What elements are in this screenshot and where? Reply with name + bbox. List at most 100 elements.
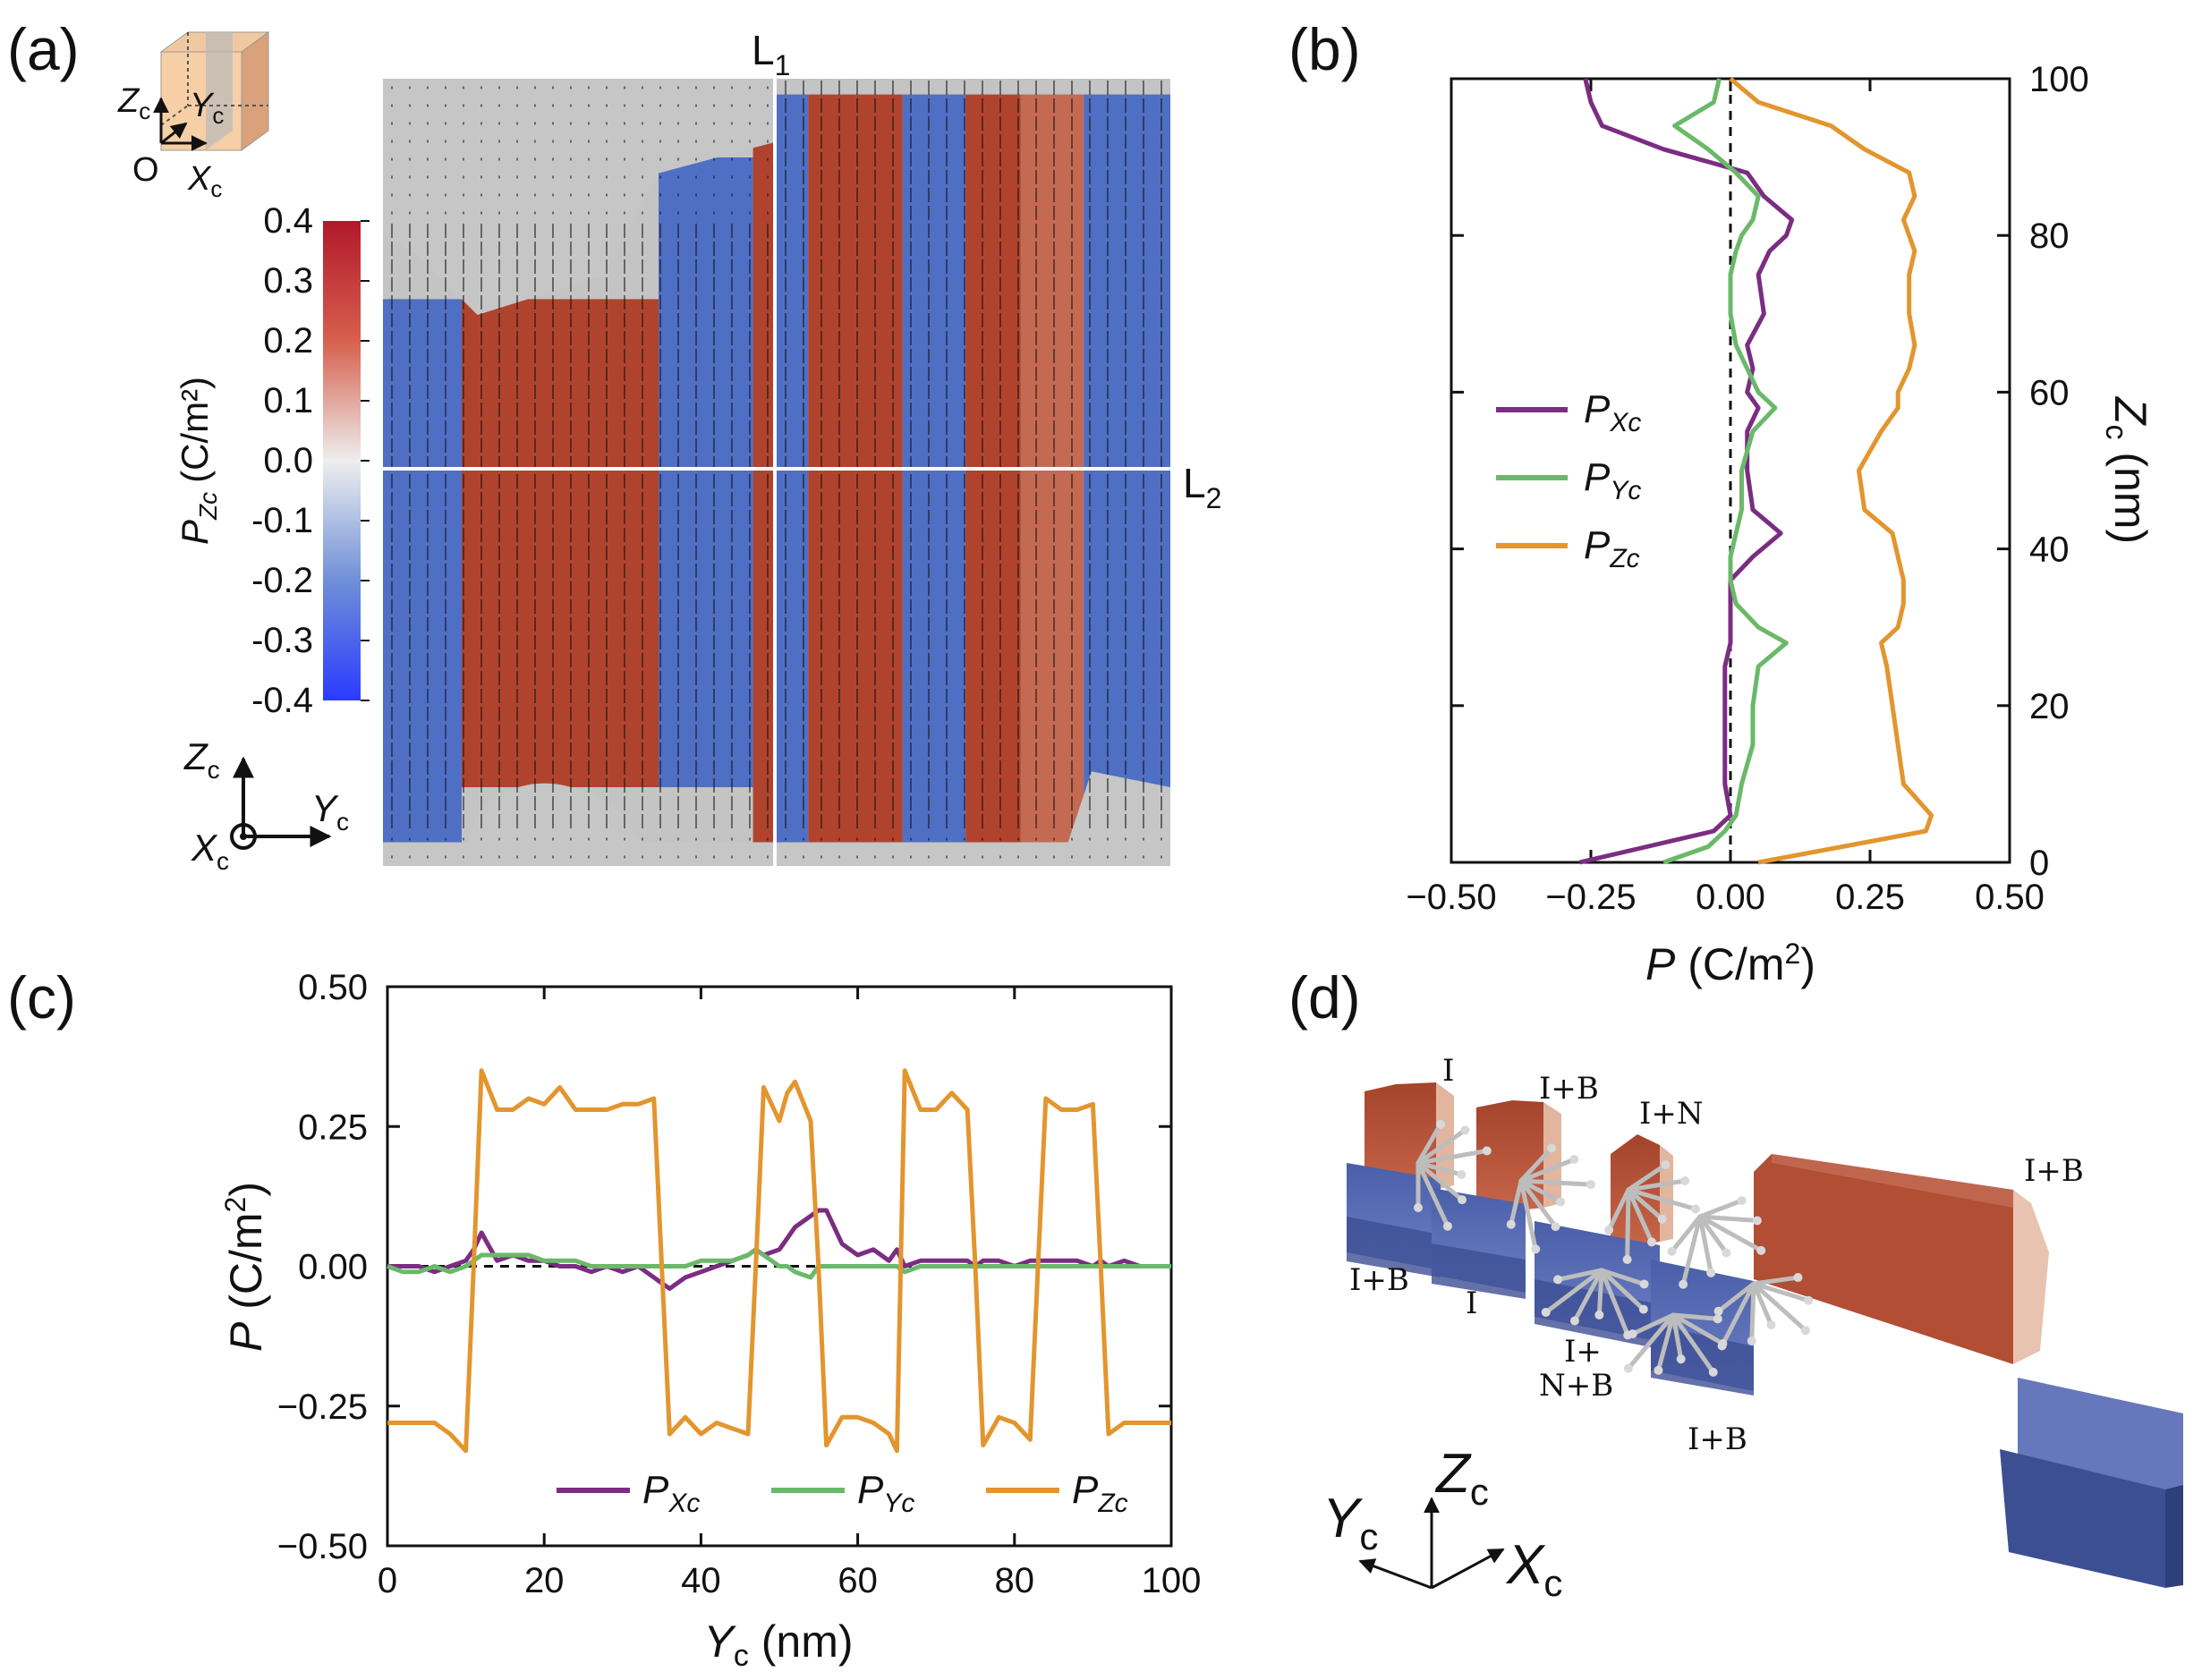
legend-label-PXc: PXc <box>1584 387 1641 437</box>
arrow-3d <box>1518 1178 1538 1252</box>
arrow-3d-head <box>1676 1354 1686 1364</box>
colorbar <box>323 221 361 700</box>
arrow-3d-head <box>1506 1219 1516 1229</box>
arrow-3d <box>1716 1281 1756 1314</box>
arrow-3d <box>1655 1312 1676 1373</box>
arrow-3d-head <box>1460 1125 1470 1135</box>
heatmap-domain <box>659 157 753 787</box>
legend-b: PXc PYc PZc <box>1496 387 1641 573</box>
x-tick-label: 80 <box>995 1561 1035 1600</box>
axes-triad-d: Zc Yc Xc <box>1322 1443 1562 1604</box>
x-axis-title-b: P (C/m2) <box>1645 938 1815 989</box>
label-L2: L2 <box>1183 460 1221 514</box>
arrow-3d-head <box>1604 1225 1614 1235</box>
x-tick-label: 0.00 <box>1696 878 1765 917</box>
arrow-3d <box>1749 1281 1756 1344</box>
series-line-PYc <box>1662 78 1789 865</box>
arrow-3d <box>1599 1268 1646 1312</box>
arrow-3d <box>1671 1312 1716 1375</box>
arrow-3d-head <box>1551 1222 1560 1232</box>
heatmap-neutral-region <box>1059 771 1170 866</box>
arrow-3d <box>1671 1312 1684 1362</box>
colorbar-label: PZc(C/m²) <box>174 377 222 545</box>
arrow-3d <box>1599 1268 1647 1286</box>
arrow-3d-head <box>1661 1160 1671 1170</box>
triad-z-label: Zc <box>183 735 220 784</box>
blue-block-2 <box>1432 1188 1526 1299</box>
red-block-large <box>1754 1154 2049 1364</box>
y-axis-title-c: P (C/m2) <box>219 1182 271 1352</box>
y-tick-label: 0.25 <box>298 1107 368 1147</box>
arrow-3d <box>1697 1214 1729 1255</box>
arrow-3d-head <box>1547 1143 1557 1153</box>
arrow-3d <box>1416 1122 1443 1166</box>
y-tick-label: 0 <box>2029 844 2049 883</box>
arrow-3d-head <box>1457 1169 1467 1179</box>
arrow-3d-head <box>1680 1175 1690 1185</box>
arrow-3d-head <box>1793 1273 1803 1283</box>
arrow-3d <box>1518 1178 1594 1187</box>
arrow-3d <box>1697 1214 1760 1223</box>
inset-x-label: Xc <box>187 160 222 202</box>
arrow-3d <box>1680 1214 1703 1287</box>
annotation-label: I+B <box>1688 1421 1747 1457</box>
arrow-3d-head <box>1442 1221 1452 1231</box>
y-axis-title-b: Zc (nm) <box>2099 396 2155 544</box>
arrow-3d <box>1626 1187 1654 1244</box>
series-line-PZc <box>387 1068 1171 1454</box>
series-lines-b <box>1578 77 1934 865</box>
colorbar-tick-label: -0.4 <box>251 681 313 720</box>
x-tick-label: 20 <box>524 1561 565 1600</box>
arrow-3d <box>1671 1312 1721 1321</box>
y-tick-label: −0.50 <box>277 1527 368 1566</box>
arrow-3d-head <box>1541 1307 1551 1317</box>
colorbar-tick-label: 0.2 <box>263 321 313 361</box>
panel-label-c: (c) <box>7 964 76 1031</box>
arrow-3d-head <box>1713 1314 1722 1324</box>
axis-ticks-b: −0.50 −0.25 0.00 0.25 0.500 20 40 60 80 100 <box>1406 60 2088 917</box>
arrow-3d-head <box>1436 1119 1445 1129</box>
arrow-3d <box>1572 1268 1604 1324</box>
arrow-3d-head <box>1569 1155 1579 1165</box>
x-tick-label: 0.25 <box>1835 878 1905 917</box>
arrow-3d <box>1606 1187 1631 1233</box>
colorbar-tick-label: 0.3 <box>263 261 313 301</box>
arrow-3d <box>1596 1268 1604 1318</box>
colorbar-tick-label: 0.4 <box>263 201 313 241</box>
inset-y-label: Yc <box>190 87 224 129</box>
annotation-label: I <box>1442 1053 1454 1089</box>
arrow-3d-head <box>1766 1320 1776 1330</box>
arrow-3d <box>1751 1281 1808 1333</box>
legend-label-PZc: PZc <box>1072 1468 1128 1518</box>
arrow-3d <box>1720 1281 1756 1348</box>
blue-block-large <box>2000 1378 2183 1588</box>
panel-d-3d-domain-view: I I+B I+N I+B I+B I I+ N+B I+B Zc Yc Xc <box>1322 1053 2183 1604</box>
panel-label-b: (b) <box>1288 16 1361 82</box>
arrow-3d-head <box>1531 1244 1541 1254</box>
annotation-label: N+B <box>1539 1368 1613 1404</box>
arrow-3d <box>1509 1178 1524 1227</box>
arrow-3d-head <box>1622 1254 1632 1264</box>
colorbar-tick-label: -0.3 <box>251 621 313 660</box>
label-L1: L1 <box>752 27 790 81</box>
arrow-3d <box>1626 1187 1665 1222</box>
series-line-PXc <box>387 1208 1171 1291</box>
arrow-3d <box>1518 1178 1559 1229</box>
arrow-3d <box>1671 1312 1725 1346</box>
series-line-PYc <box>387 1247 1171 1280</box>
arrow-3d <box>1599 1268 1630 1337</box>
panel-label-d: (d) <box>1288 964 1361 1031</box>
arrow-3d <box>1626 1162 1668 1192</box>
arrow-3d <box>1518 1178 1563 1204</box>
arrow-3d-head <box>1623 1330 1633 1340</box>
arrow-3d-head <box>1737 1196 1747 1206</box>
panel-b-chart: −0.50 −0.25 0.00 0.25 0.500 20 40 60 80 100 P (C/… <box>1406 60 2155 989</box>
arrow-3d-head <box>1414 1203 1423 1212</box>
inset-z-label: Zc <box>117 82 150 124</box>
colorbar-tick-label: 0.1 <box>263 381 313 420</box>
x-axis-title-c: Yc (nm) <box>703 1616 853 1673</box>
arrow-3d-head <box>1690 1204 1700 1214</box>
triad-d-z-label: Zc <box>1434 1443 1489 1513</box>
arrow-3d <box>1416 1127 1467 1166</box>
